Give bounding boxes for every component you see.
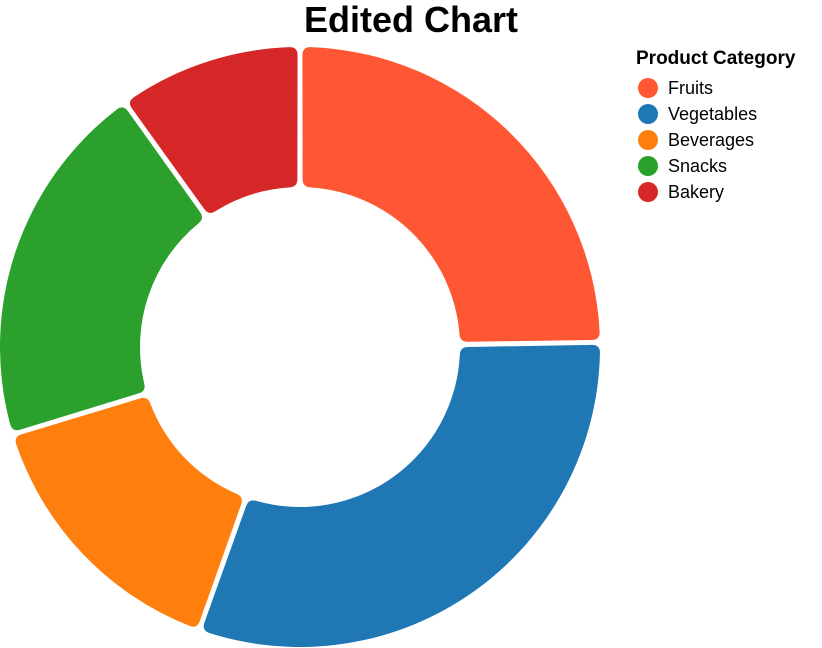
legend-item-beverages: Beverages (636, 127, 822, 153)
slice-fruits (302, 47, 600, 342)
slice-vegetables (203, 344, 600, 647)
slice-snacks (0, 107, 202, 431)
legend-label-bakery: Bakery (668, 181, 725, 202)
chart-title: Edited Chart (303, 0, 518, 40)
legend-item-snacks: Snacks (636, 153, 822, 179)
slice-bakery (129, 47, 298, 213)
legend-swatch-vegetables (638, 104, 658, 124)
legend-swatch-fruits (638, 78, 658, 98)
legend-swatch-bakery (638, 182, 658, 202)
legend-label-vegetables: Vegetables (668, 103, 758, 124)
donut-slices (0, 47, 600, 647)
legend: Product Category Fruits Vegetables Beverag… (636, 47, 822, 205)
legend-items: Fruits Vegetables Beverages Snacks Bakery (636, 75, 822, 205)
legend-label-fruits: Fruits (668, 77, 713, 98)
legend-label-beverages: Beverages (668, 129, 755, 150)
legend-label-snacks: Snacks (668, 155, 728, 176)
legend-item-fruits: Fruits (636, 75, 822, 101)
legend-item-bakery: Bakery (636, 179, 822, 205)
legend-item-vegetables: Vegetables (636, 101, 822, 127)
legend-title: Product Category (636, 48, 796, 69)
legend-swatch-snacks (638, 156, 658, 176)
legend-swatch-beverages (638, 130, 658, 150)
slice-beverages (15, 397, 242, 627)
